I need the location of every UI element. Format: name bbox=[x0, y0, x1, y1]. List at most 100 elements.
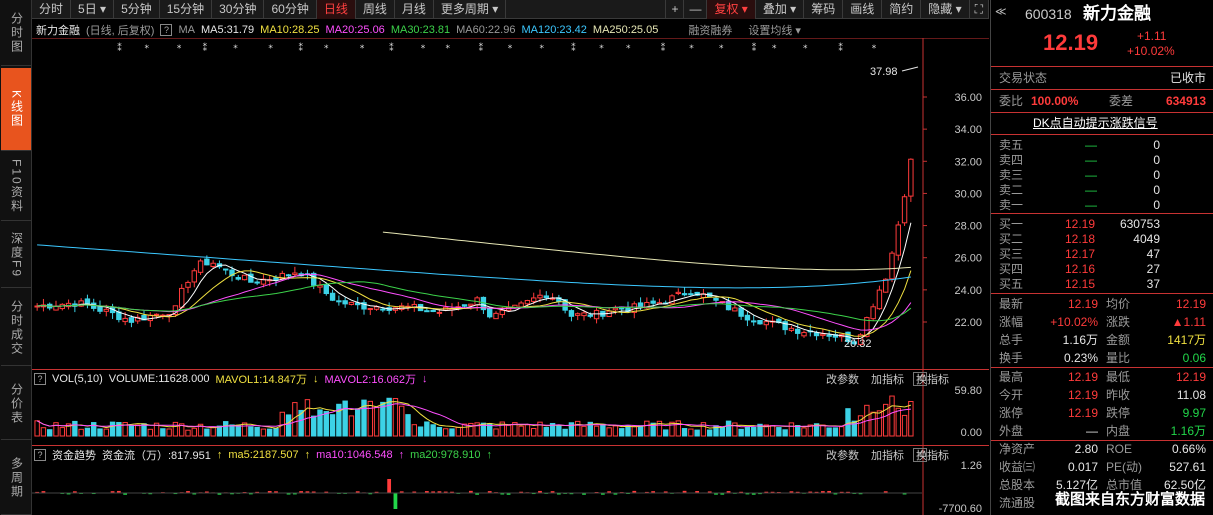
volume-bar bbox=[311, 415, 317, 437]
volume-bar bbox=[725, 420, 732, 437]
volume-bar bbox=[908, 401, 914, 437]
low-price-annotation: 20.32 bbox=[844, 338, 872, 350]
money-axis-label: 1.26 bbox=[961, 460, 982, 472]
candle-body bbox=[575, 313, 581, 316]
stat-value: 5.127亿 bbox=[1055, 478, 1098, 492]
sell-level-price: — bbox=[1085, 168, 1097, 182]
dk-signal-link[interactable]: DK点自动提示涨跌信号 bbox=[1033, 116, 1158, 130]
stock-code: 600318 bbox=[1025, 6, 1072, 22]
stat-label: 今开 bbox=[999, 388, 1024, 402]
period-tab-9[interactable]: 更多周期 ▾ bbox=[434, 0, 507, 19]
volume-bar bbox=[392, 398, 399, 437]
add-indicator-button[interactable]: 加指标 bbox=[871, 373, 904, 386]
candle-body bbox=[235, 277, 241, 280]
volume-bar bbox=[355, 408, 361, 437]
rzrq-button[interactable]: 融资融券 bbox=[688, 25, 733, 37]
period-tab-8[interactable]: 月线 bbox=[395, 0, 434, 19]
stat-value: — bbox=[1086, 424, 1098, 438]
help-icon[interactable]: ? bbox=[160, 24, 173, 36]
stat-value: 62.50亿 bbox=[1163, 478, 1206, 492]
period-tab-0[interactable]: 分时 bbox=[32, 0, 72, 19]
candle-body bbox=[801, 331, 807, 337]
money-flow-value: 资金流（万）:817.951 bbox=[102, 449, 211, 462]
period-tab-2[interactable]: 5分钟 bbox=[114, 0, 160, 19]
volume-bar bbox=[524, 424, 531, 437]
stat-value: ▲1.11 bbox=[1171, 315, 1206, 329]
toolbar-right-2[interactable]: 筹码 bbox=[804, 0, 844, 19]
candle-body bbox=[210, 262, 216, 267]
volume-bar bbox=[656, 420, 663, 437]
candle-body bbox=[644, 301, 650, 309]
volume-bar bbox=[480, 422, 487, 437]
period-tab-5[interactable]: 60分钟 bbox=[264, 0, 317, 19]
close-icon[interactable]: × bbox=[913, 371, 927, 386]
sell-level-price: — bbox=[1085, 183, 1097, 197]
candle-body bbox=[223, 268, 229, 271]
event-marker: ⁑ bbox=[203, 42, 208, 54]
stat-label: 总股本 bbox=[999, 478, 1036, 492]
volume-bar bbox=[172, 421, 179, 437]
toolbar-right-1[interactable]: 叠加 ▾ bbox=[756, 0, 805, 19]
sell-level-price: — bbox=[1085, 153, 1097, 167]
volume-bar bbox=[53, 422, 59, 437]
zoom-in-button[interactable]: + bbox=[665, 0, 685, 19]
toolbar-right-5[interactable]: 隐藏 ▾ bbox=[921, 0, 970, 19]
period-tab-6[interactable]: 日线 bbox=[316, 0, 356, 19]
volume-bar bbox=[851, 420, 857, 437]
money-ma20-value: ma20:978.910 bbox=[410, 448, 481, 461]
candle-body bbox=[857, 334, 864, 345]
left-tab-0[interactable]: 分时图 bbox=[1, 0, 31, 66]
edit-params-button[interactable]: 改参数 bbox=[826, 449, 859, 462]
left-tab-5[interactable]: 分价表 bbox=[1, 368, 31, 440]
toolbar-right-4[interactable]: 简约 bbox=[882, 0, 922, 19]
event-marker: * bbox=[803, 44, 808, 54]
money-ma10-value: ma10:1046.548 bbox=[316, 448, 393, 461]
zoom-out-button[interactable]: — bbox=[684, 0, 708, 19]
sell-level-row: 卖三 — 0 bbox=[991, 167, 1213, 183]
volume-bar bbox=[600, 423, 606, 437]
help-icon[interactable]: ? bbox=[34, 372, 46, 385]
period-tab-1[interactable]: 5日 ▾ bbox=[71, 0, 115, 19]
volume-bar bbox=[336, 403, 342, 437]
left-tab-3[interactable]: 深度F9 bbox=[1, 223, 31, 288]
price-tick-label: 22.00 bbox=[954, 317, 982, 329]
left-tab-4[interactable]: 分时成交 bbox=[1, 290, 31, 366]
stat-value: 0.017 bbox=[1067, 460, 1098, 474]
left-tab-2[interactable]: F10资料 bbox=[1, 153, 31, 221]
collapse-icon[interactable]: ≪ bbox=[995, 6, 1007, 18]
ma250-value: MA250:25.05 bbox=[592, 24, 659, 36]
candle-body bbox=[744, 314, 751, 321]
candle-body bbox=[788, 327, 795, 331]
fullscreen-icon[interactable]: ⛶ bbox=[970, 0, 989, 19]
event-marker: * bbox=[540, 44, 545, 54]
candle-body bbox=[543, 295, 549, 299]
candle-body bbox=[399, 305, 405, 310]
toolbar-right-3[interactable]: 画线 bbox=[843, 0, 883, 19]
volume-bar bbox=[650, 422, 656, 437]
period-tab-3[interactable]: 15分钟 bbox=[160, 0, 213, 19]
toolbar-right-0[interactable]: 复权 ▾ bbox=[707, 0, 756, 19]
close-icon[interactable]: × bbox=[913, 447, 927, 462]
switch-indicator-button[interactable]: 换指标 bbox=[916, 449, 949, 462]
help-icon[interactable]: ? bbox=[34, 448, 46, 461]
edit-params-button[interactable]: 改参数 bbox=[826, 373, 859, 386]
period-tab-4[interactable]: 30分钟 bbox=[212, 0, 265, 19]
sell-level-price: — bbox=[1085, 198, 1097, 212]
set-ma-button[interactable]: 设置均线 ▾ bbox=[748, 25, 801, 37]
stat-label: 最高 bbox=[999, 370, 1024, 384]
sell-level-row: 卖二 — 0 bbox=[991, 182, 1213, 198]
left-tab-1[interactable]: K线图 bbox=[1, 68, 31, 151]
volume-bar bbox=[348, 415, 355, 437]
period-tab-7[interactable]: 周线 bbox=[356, 0, 395, 19]
volume-bar bbox=[512, 422, 518, 437]
switch-indicator-button[interactable]: 换指标 bbox=[916, 373, 949, 386]
volume-bar bbox=[59, 427, 65, 437]
volume-bar bbox=[612, 425, 619, 437]
chart-area[interactable]: 36.00 34.00 32.00 30.00 28.00 26.00 24.00 22.00… bbox=[32, 37, 989, 515]
kline-chart-svg[interactable]: 36.00 34.00 32.00 30.00 28.00 26.00 24.00 22.00… bbox=[32, 37, 989, 515]
stat-row: 涨幅 +10.02% 涨跌 ▲1.11 bbox=[991, 314, 1213, 330]
volume-bar bbox=[801, 427, 807, 437]
left-tab-6[interactable]: 多周期 bbox=[1, 442, 31, 515]
volume-bar bbox=[185, 429, 191, 437]
add-indicator-button[interactable]: 加指标 bbox=[871, 449, 904, 462]
